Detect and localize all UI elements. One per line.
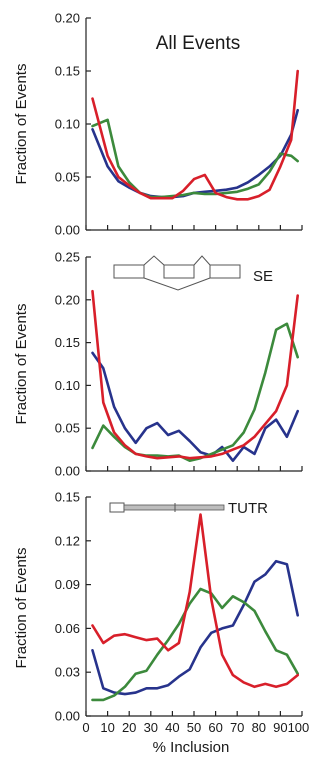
series-line-blue [91,108,300,199]
series-lines [91,69,300,201]
y-tick-label: 0.05 [55,170,80,185]
y-tick-label: 0.00 [55,223,80,238]
y-tick-label: 0.20 [55,11,80,26]
panel-all-events: Fraction of Events All Events 0.000.050.… [13,11,303,238]
y-tick-label: 0.10 [55,378,80,393]
y-tick-label: 0.00 [55,709,80,724]
series-line-red [91,289,300,460]
y-tick-label: 0.05 [55,421,80,436]
x-axis-title: % Inclusion [153,739,230,756]
y-axis-title: Fraction of Events [13,64,30,185]
panel-se: Fraction of Events SE 0.000.050.100.150.… [13,250,303,479]
y-tick-label: 0.25 [55,250,80,265]
x-tick-label: 40 [165,720,179,735]
series-line-green [91,587,300,702]
x-ticks: 0 10 20 30 40 50 60 70 80 90100 [82,720,309,735]
x-tick-label: 60 [208,720,222,735]
series-lines [91,513,300,702]
panel-title: All Events [156,33,240,54]
y-axis-title: Fraction of Events [13,548,30,669]
y-tick-label: 0.15 [55,335,80,350]
series-line-blue [91,351,300,463]
se-label: SE [253,268,273,285]
x-tick-label: 70 [230,720,244,735]
x-tick-label: 30 [144,720,158,735]
series-line-green [91,118,300,199]
series-line-red [91,69,300,201]
y-tick-label: 0.03 [55,665,80,680]
y-tick-label: 0.06 [55,621,80,636]
x-tick-label: 80 [252,720,266,735]
y-axis-title: Fraction of Events [13,304,30,425]
x-tick-label: 20 [122,720,136,735]
series-line-blue [91,559,300,696]
series-lines [91,289,300,463]
y-tick-label: 0.09 [55,577,80,592]
series-line-red [91,513,300,689]
x-tick-label: 0 [82,720,89,735]
tutr-label: TUTR [228,500,268,517]
panel-tutr: Fraction of Events TUTR 0.00 0.03 0.06 0.09… [13,490,309,757]
y-ticks: 0.00 0.05 0.10 0.15 0.20 0.25 [55,250,91,479]
y-tick-label: 0.00 [55,464,80,479]
tutr-schematic [109,502,225,513]
y-ticks: 0.00 0.03 0.06 0.09 0.12 0.15 [55,490,91,724]
series-line-green [91,322,300,463]
y-tick-label: 0.15 [55,64,80,79]
x-tick-label: 50 [187,720,201,735]
y-ticks: 0.00 0.05 0.10 0.15 0.20 [55,11,91,238]
x-tick-label: 10 [100,720,114,735]
se-exon-schematic [113,255,241,291]
y-tick-label: 0.15 [55,490,80,505]
x-tick-label: 90100 [273,720,309,735]
y-tick-label: 0.20 [55,292,80,307]
y-tick-label: 0.12 [55,533,80,548]
y-tick-label: 0.10 [55,117,80,132]
